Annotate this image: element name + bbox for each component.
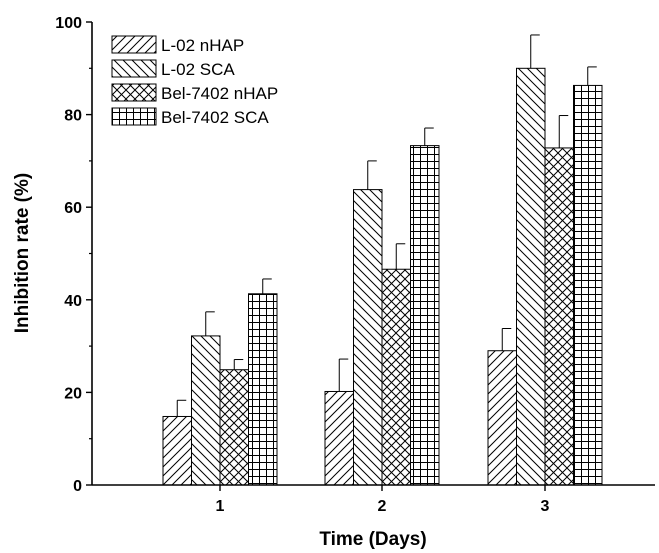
x-tick-label: 1 (216, 498, 225, 515)
y-tick-label: 20 (64, 385, 82, 402)
legend-swatch (111, 83, 157, 102)
y-tick-label: 100 (55, 15, 82, 32)
y-tick-label: 80 (64, 108, 82, 125)
bar-series-3-cat-3 (544, 147, 574, 486)
error-bar-series-4-cat-3 (587, 66, 597, 86)
legend-swatch (111, 59, 157, 78)
bar-series-4-cat-3 (573, 84, 603, 486)
legend-label: Bel-7402 nHAP (161, 84, 278, 103)
bar-series-3-cat-2 (381, 268, 411, 486)
error-bar-series-1-cat-2 (338, 358, 349, 392)
error-bar-series-1-cat-1 (176, 399, 187, 417)
legend-entry-4: Bel-7402 SCA (111, 107, 269, 127)
legend-swatch (111, 35, 157, 54)
bar-series-4-cat-1 (248, 293, 278, 486)
legend-label: Bel-7402 SCA (161, 108, 269, 127)
legend-entry-1: L-02 nHAP (111, 35, 244, 55)
y-tick-label: 60 (64, 200, 82, 217)
bar-series-2-cat-1 (191, 335, 221, 486)
bar-series-4-cat-2 (410, 145, 440, 486)
x-tick-label: 3 (541, 498, 550, 515)
error-bar-series-3-cat-3 (558, 115, 569, 148)
error-bar-series-2-cat-1 (205, 311, 215, 336)
legend-entry-2: L-02 SCA (111, 59, 235, 79)
y-tick-label: 40 (64, 293, 82, 310)
y-tick-label: 0 (73, 478, 82, 495)
x-axis-title: Time (Days) (319, 529, 426, 550)
bars-layer (162, 34, 603, 486)
error-bar-series-2-cat-3 (530, 34, 540, 69)
x-tick-label: 2 (378, 498, 387, 515)
legend-label: L-02 nHAP (161, 36, 244, 55)
bar-series-2-cat-2 (353, 189, 383, 486)
error-bar-series-3-cat-2 (395, 243, 406, 270)
bar-series-1-cat-2 (324, 390, 354, 486)
error-bar-series-2-cat-2 (367, 160, 377, 190)
error-bar-series-1-cat-3 (501, 328, 512, 351)
legend-entry-3: Bel-7402 nHAP (111, 83, 278, 103)
bar-series-2-cat-3 (516, 67, 546, 486)
bar-series-3-cat-1 (219, 369, 249, 486)
y-axis-title: Inhibition rate (%) (12, 173, 33, 333)
error-bar-series-4-cat-2 (424, 127, 434, 146)
axes-layer: 0 20 40 60 80 100 1 2 3 (55, 15, 655, 515)
bar-series-1-cat-1 (162, 415, 192, 486)
legend-label: L-02 SCA (161, 60, 235, 79)
bar-series-1-cat-3 (487, 350, 517, 486)
legend: L-02 nHAP L-02 SCA Bel-7402 nHAP Bel-7402 S… (111, 35, 278, 127)
error-bar-series-4-cat-1 (262, 278, 272, 294)
error-bar-series-3-cat-1 (233, 359, 244, 370)
legend-swatch (111, 107, 157, 126)
